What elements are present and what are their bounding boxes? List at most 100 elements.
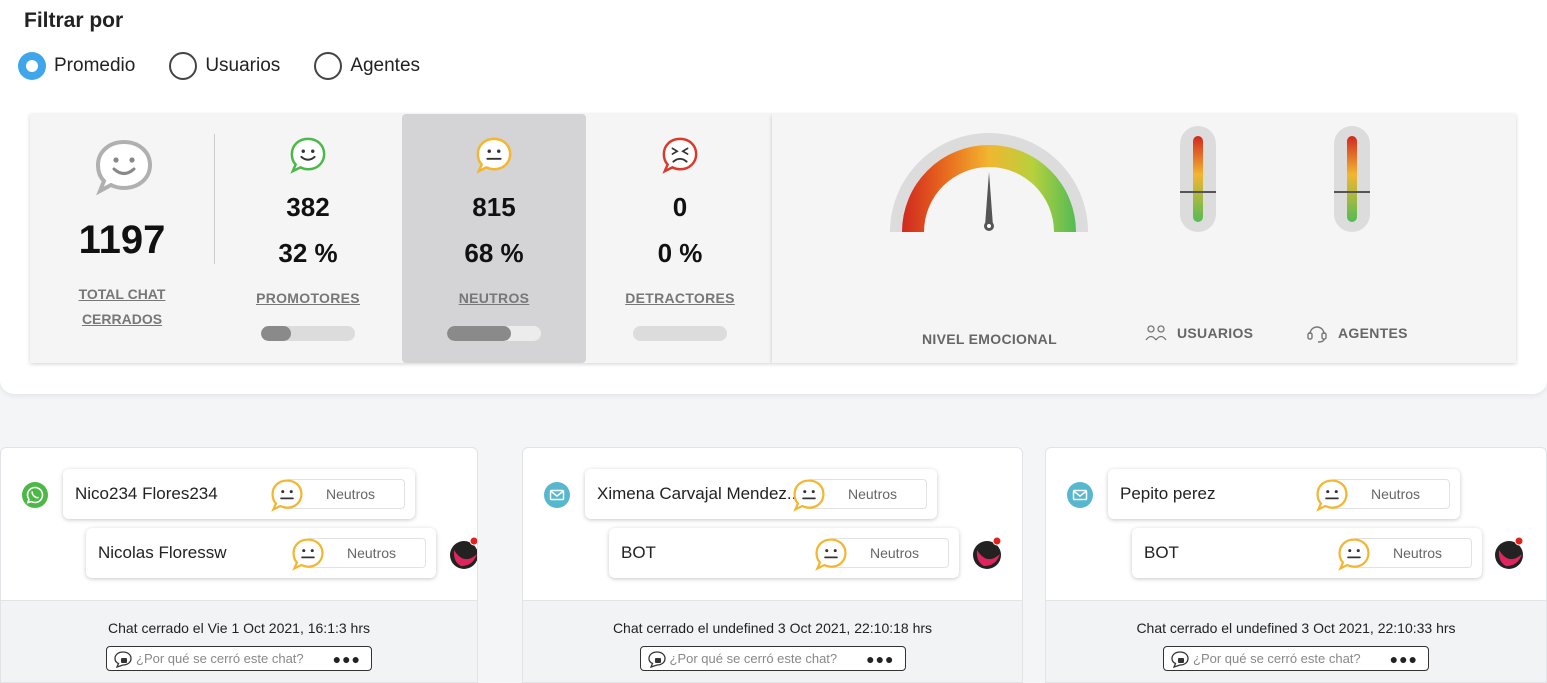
agents-level-gauge bbox=[1334, 126, 1370, 232]
agent-mood-tag: Neutros bbox=[292, 538, 426, 571]
promotores-bar-fill bbox=[261, 326, 292, 341]
chat-footer: Chat cerrado el undefined 3 Oct 2021, 22… bbox=[523, 600, 1022, 682]
user-mood-label: Neutros bbox=[326, 486, 376, 502]
total-chats-stat: 1197 TOTAL CHAT CERRADOS bbox=[30, 114, 214, 363]
neutral-face-icon bbox=[793, 479, 825, 512]
agents-gauge-text: AGENTES bbox=[1338, 325, 1408, 341]
radio-usuarios[interactable]: Usuarios bbox=[169, 52, 280, 80]
detractores-count: 0 bbox=[672, 192, 688, 222]
agent-message-bubble[interactable]: BOT Neutros bbox=[1132, 528, 1482, 578]
users-gauge-text: USUARIOS bbox=[1177, 325, 1254, 341]
promotores-label[interactable]: PROMOTORES bbox=[256, 290, 360, 306]
radio-label: Agentes bbox=[350, 55, 421, 76]
agent-mood-tag: Neutros bbox=[815, 538, 949, 571]
filter-panel: Filtrar por Promedio Usuarios Agentes 11… bbox=[0, 0, 1547, 394]
avatar bbox=[450, 536, 477, 569]
filter-title: Filtrar por bbox=[24, 9, 124, 32]
neutral-face-icon bbox=[292, 538, 324, 571]
neutros-bar bbox=[447, 326, 541, 341]
more-options-icon[interactable]: ●●● bbox=[866, 650, 895, 667]
agent-mood-label: Neutros bbox=[870, 545, 920, 561]
promotores-stat: 382 32 % PROMOTORES bbox=[216, 114, 400, 363]
neutral-face-icon bbox=[815, 538, 847, 571]
chat-card[interactable]: Pepito perez Neutros BOT Neutros Chat ce… bbox=[1045, 447, 1547, 683]
user-name: Ximena Carvajal Mendez... bbox=[597, 484, 802, 503]
user-name: Pepito perez bbox=[1120, 484, 1216, 503]
chat-lock-icon bbox=[114, 650, 132, 668]
why-closed-button[interactable]: ¿Por qué se cerró este chat? ●●● bbox=[1163, 646, 1429, 671]
emotional-gauge bbox=[890, 133, 1088, 232]
promotores-count: 382 bbox=[286, 192, 330, 222]
why-closed-button[interactable]: ¿Por qué se cerró este chat? ●●● bbox=[106, 646, 372, 671]
chat-card[interactable]: Nico234 Flores234 Neutros Nicolas Flores… bbox=[0, 447, 478, 683]
why-closed-text: ¿Por qué se cerró este chat? bbox=[669, 651, 838, 666]
radio-label: Usuarios bbox=[205, 55, 281, 76]
chat-footer: Chat cerrado el undefined 3 Oct 2021, 22… bbox=[1046, 600, 1546, 682]
neutral-face-icon bbox=[271, 479, 303, 512]
users-icon bbox=[1145, 325, 1167, 341]
total-label[interactable]: TOTAL CHAT CERRADOS bbox=[78, 286, 166, 327]
agent-mood-label: Neutros bbox=[347, 545, 397, 561]
detractores-percent: 0 % bbox=[657, 238, 703, 268]
agent-name: Nicolas Floressw bbox=[98, 543, 227, 562]
whatsapp-icon bbox=[22, 482, 48, 508]
neutros-percent: 68 % bbox=[464, 238, 524, 268]
filter-radio-group: Promedio Usuarios Agentes bbox=[18, 52, 454, 80]
promotores-percent: 32 % bbox=[278, 238, 338, 268]
headset-icon bbox=[1307, 326, 1327, 343]
divider bbox=[214, 134, 215, 264]
radio-unchecked-icon[interactable] bbox=[169, 52, 198, 80]
agents-gauge-label: AGENTES bbox=[1306, 322, 1408, 344]
agent-name: BOT bbox=[1144, 543, 1179, 562]
happy-face-icon bbox=[290, 137, 326, 174]
user-message-bubble[interactable]: Pepito perez Neutros bbox=[1108, 469, 1460, 519]
closed-timestamp: Chat cerrado el undefined 3 Oct 2021, 22… bbox=[1136, 620, 1456, 636]
detractores-label[interactable]: DETRACTORES bbox=[625, 290, 735, 306]
neutros-count: 815 bbox=[472, 192, 516, 222]
promotores-bar bbox=[261, 326, 355, 341]
gauge-card: NIVEL EMOCIONAL USUARIOS AGENTES bbox=[772, 114, 1516, 363]
agent-name: BOT bbox=[621, 543, 656, 562]
neutral-face-icon bbox=[1316, 479, 1348, 512]
user-mood-tag: Neutros bbox=[271, 479, 405, 512]
radio-agentes[interactable]: Agentes bbox=[314, 52, 420, 80]
email-icon bbox=[544, 482, 570, 508]
chat-lock-icon bbox=[1171, 650, 1189, 668]
avatar bbox=[1495, 536, 1524, 569]
emotional-level-label: NIVEL EMOCIONAL bbox=[922, 331, 1057, 347]
agent-message-bubble[interactable]: Nicolas Floressw Neutros bbox=[86, 528, 436, 578]
more-options-icon[interactable]: ●●● bbox=[1389, 650, 1418, 667]
radio-unchecked-icon[interactable] bbox=[314, 52, 343, 80]
why-closed-text: ¿Por qué se cerró este chat? bbox=[1193, 651, 1361, 666]
why-closed-button[interactable]: ¿Por qué se cerró este chat? ●●● bbox=[639, 646, 906, 671]
user-message-bubble[interactable]: Nico234 Flores234 Neutros bbox=[63, 469, 415, 519]
email-icon bbox=[1067, 482, 1093, 508]
stats-card: 1197 TOTAL CHAT CERRADOS 382 32 % PROMOT… bbox=[30, 114, 772, 363]
chat-card[interactable]: Ximena Carvajal Mendez... Neutros BOT Ne… bbox=[522, 447, 1023, 683]
user-mood-tag: Neutros bbox=[793, 479, 927, 512]
radio-promedio[interactable]: Promedio bbox=[18, 52, 135, 80]
closed-timestamp: Chat cerrado el Vie 1 Oct 2021, 16:1:3 h… bbox=[107, 620, 370, 636]
user-message-bubble[interactable]: Ximena Carvajal Mendez... Neutros bbox=[585, 469, 937, 519]
agent-mood-tag: Neutros bbox=[1338, 538, 1472, 571]
neutros-stat: 815 68 % NEUTROS bbox=[402, 114, 586, 363]
radio-label: Promedio bbox=[54, 55, 136, 76]
neutral-face-icon bbox=[476, 137, 512, 174]
user-name: Nico234 Flores234 bbox=[75, 484, 218, 503]
neutros-bar-fill bbox=[447, 326, 511, 341]
detractores-stat: 0 0 % DETRACTORES bbox=[588, 114, 772, 363]
agent-mood-label: Neutros bbox=[1393, 545, 1443, 561]
agent-message-bubble[interactable]: BOT Neutros bbox=[609, 528, 959, 578]
chat-lock-icon bbox=[647, 650, 666, 668]
more-options-icon[interactable]: ●●● bbox=[332, 650, 361, 667]
why-closed-text: ¿Por qué se cerró este chat? bbox=[136, 651, 304, 666]
detractores-bar bbox=[633, 326, 727, 341]
angry-face-icon bbox=[662, 137, 698, 174]
chat-footer: Chat cerrado el Vie 1 Oct 2021, 16:1:3 h… bbox=[1, 600, 477, 682]
user-mood-label: Neutros bbox=[1371, 486, 1421, 502]
radio-checked-icon[interactable] bbox=[18, 52, 46, 80]
users-level-gauge bbox=[1180, 126, 1216, 232]
total-count: 1197 bbox=[78, 218, 166, 262]
avatar bbox=[973, 536, 1002, 569]
neutros-label[interactable]: NEUTROS bbox=[458, 290, 530, 306]
